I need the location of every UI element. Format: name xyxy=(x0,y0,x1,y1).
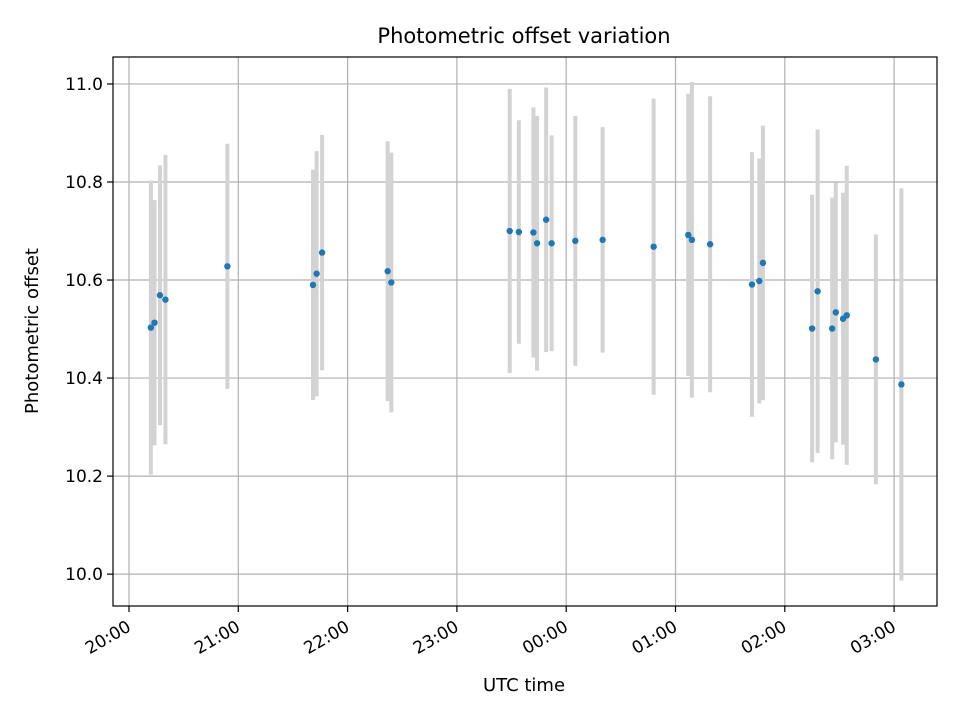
data-point xyxy=(650,243,657,250)
data-point xyxy=(756,277,763,285)
data-point xyxy=(309,281,317,289)
data-point xyxy=(898,381,905,388)
data-point xyxy=(313,270,320,277)
data-point xyxy=(162,296,169,303)
data-point xyxy=(759,259,767,267)
data-point xyxy=(515,228,523,236)
y-tick-label: 10.4 xyxy=(65,369,103,389)
data-point xyxy=(533,240,541,247)
data-point xyxy=(151,319,158,326)
plot-frame xyxy=(112,56,938,607)
data-point xyxy=(542,216,550,223)
data-point xyxy=(384,268,391,275)
x-axis-title: UTC time xyxy=(483,675,565,696)
data-point xyxy=(843,312,850,319)
grid-lines xyxy=(113,57,937,606)
chart-title: Photometric offset variation xyxy=(377,24,670,48)
data-point xyxy=(548,240,555,247)
y-tick-label: 10.6 xyxy=(65,271,103,291)
data-point xyxy=(828,325,836,332)
data-point xyxy=(530,229,537,236)
data-point xyxy=(685,231,692,239)
y-axis-ticks: 10.0 10.2 10.4 10.6 10.8 11.0 xyxy=(65,75,113,585)
y-tick-label: 10.2 xyxy=(65,467,103,487)
y-tick-label: 10.0 xyxy=(65,565,103,585)
data-point xyxy=(872,356,880,363)
data-point xyxy=(748,281,756,288)
data-point xyxy=(388,279,395,286)
data-point xyxy=(318,249,326,256)
data-point xyxy=(572,237,579,245)
data-point xyxy=(147,324,155,331)
y-tick-label: 10.8 xyxy=(65,173,103,193)
data-point xyxy=(224,263,231,270)
data-point xyxy=(506,227,513,235)
y-tick-label: 11.0 xyxy=(65,75,103,95)
data-point xyxy=(832,309,840,316)
data-point xyxy=(808,325,816,332)
data-point xyxy=(706,241,714,248)
data-point xyxy=(688,236,696,244)
data-point xyxy=(156,292,164,299)
data-point xyxy=(599,236,606,244)
y-axis-title: Photometric offset xyxy=(22,248,43,414)
data-points xyxy=(147,216,905,388)
data-point xyxy=(814,288,821,295)
